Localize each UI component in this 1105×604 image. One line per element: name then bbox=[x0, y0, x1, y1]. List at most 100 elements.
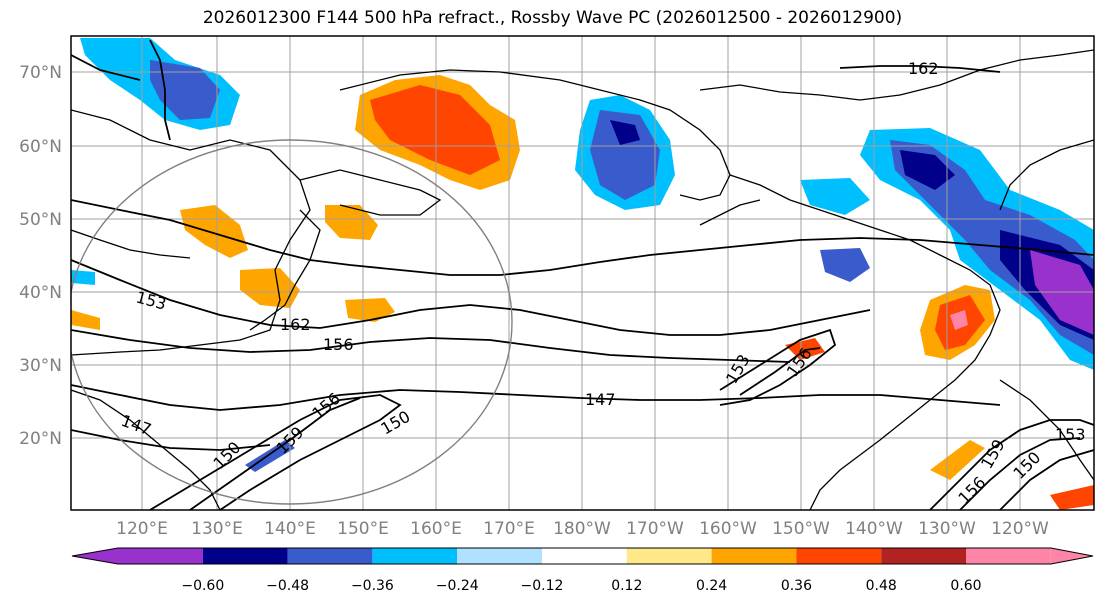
lat-label: 50°N bbox=[19, 210, 62, 230]
positive-anomaly-region bbox=[1050, 485, 1094, 510]
contour-line bbox=[149, 394, 402, 510]
colorbar-tick: −0.60 bbox=[181, 578, 224, 594]
lon-label: 130°W bbox=[918, 519, 976, 539]
colorbar-outline bbox=[71, 547, 1094, 565]
negative-anomaly-region bbox=[900, 150, 955, 190]
contour-line bbox=[71, 199, 1094, 276]
colorbar-tick: −0.24 bbox=[436, 578, 479, 594]
positive-anomaly-region bbox=[370, 85, 500, 175]
lat-label: 20°N bbox=[19, 429, 62, 449]
negative-anomaly-region bbox=[610, 120, 640, 145]
negative-anomaly-region bbox=[820, 248, 870, 282]
colorbar-extend-max bbox=[1050, 548, 1093, 564]
negative-anomaly-region bbox=[150, 60, 220, 120]
positive-anomaly-region bbox=[950, 310, 968, 330]
colorbar-tick: −0.12 bbox=[521, 578, 564, 594]
map-frame bbox=[70, 35, 1095, 511]
colorbar-tick: −0.36 bbox=[351, 578, 394, 594]
contour-label: 153 bbox=[1055, 425, 1086, 444]
colorbar-segment bbox=[966, 548, 1051, 564]
colorbar-segment bbox=[118, 548, 203, 564]
colorbar-segments bbox=[118, 548, 1051, 564]
colorbar: −0.60 −0.48 −0.36 −0.24 −0.12 0.12 0.24 … bbox=[71, 547, 1094, 594]
colorbar-segment bbox=[542, 548, 627, 564]
contour-line bbox=[71, 429, 271, 451]
japan-coastline bbox=[249, 209, 321, 331]
contour-layer bbox=[71, 39, 1094, 510]
colorbar-tick: 0.48 bbox=[866, 578, 897, 594]
map-title: 2026012300 F144 500 hPa refract., Rossby… bbox=[202, 8, 903, 28]
mexico-coastline bbox=[999, 379, 1094, 481]
lon-label: 160°E bbox=[410, 519, 462, 539]
contour-line bbox=[71, 329, 791, 363]
colorbar-segment bbox=[626, 548, 712, 564]
latitude-labels: 70°N 60°N 50°N 40°N 30°N 20°N bbox=[19, 63, 62, 449]
lon-label: 120°W bbox=[991, 519, 1049, 539]
colorbar-segment bbox=[457, 548, 542, 564]
lat-label: 30°N bbox=[19, 356, 62, 376]
lon-label: 130°E bbox=[191, 519, 243, 539]
longitude-labels: 120°E 130°E 140°E 150°E 160°E 170°E 180°… bbox=[116, 519, 1049, 539]
negative-anomaly-region bbox=[245, 440, 295, 472]
colorbar-ticks: −0.60 −0.48 −0.36 −0.24 −0.12 0.12 0.24 … bbox=[181, 578, 981, 594]
contour-line bbox=[929, 419, 1094, 510]
lon-label: 140°E bbox=[264, 519, 316, 539]
contour-label: 156 bbox=[323, 335, 354, 354]
contour-line bbox=[719, 328, 837, 406]
lon-label: 150°E bbox=[337, 519, 389, 539]
contour-label: 162 bbox=[908, 59, 939, 78]
colorbar-segment bbox=[796, 548, 882, 564]
contour-label: 162 bbox=[280, 315, 311, 334]
kamchatka-coastline bbox=[299, 169, 442, 216]
coastlines bbox=[71, 49, 1094, 510]
map-area: 162 156 147 153 150 159 156 153 150 156 … bbox=[71, 36, 1094, 510]
colorbar-tick: 0.36 bbox=[781, 578, 812, 594]
lat-label: 70°N bbox=[19, 63, 62, 83]
contour-line bbox=[71, 259, 871, 336]
shading-layer bbox=[71, 38, 1094, 510]
contour-line bbox=[959, 437, 1081, 510]
lat-label: 40°N bbox=[19, 283, 62, 303]
colorbar-segment bbox=[372, 548, 458, 564]
contour-line bbox=[739, 347, 821, 396]
lon-label: 150°W bbox=[772, 519, 830, 539]
canada-coastline bbox=[999, 139, 1094, 211]
colorbar-extend-min bbox=[72, 548, 118, 564]
negative-anomaly-region bbox=[71, 270, 95, 285]
colorbar-segment bbox=[287, 548, 373, 564]
colorbar-tick: 0.24 bbox=[696, 578, 727, 594]
rossby-wave-circle bbox=[71, 139, 513, 505]
colorbar-segment bbox=[711, 548, 797, 564]
lat-label: 60°N bbox=[19, 137, 62, 157]
positive-anomaly-region bbox=[930, 440, 985, 480]
positive-anomaly-region bbox=[71, 310, 100, 330]
negative-anomaly-region bbox=[590, 110, 660, 200]
arctic-coastline bbox=[699, 49, 1094, 101]
lon-label: 140°W bbox=[845, 519, 903, 539]
lon-label: 120°E bbox=[116, 519, 168, 539]
aleutian-islands bbox=[699, 199, 761, 226]
positive-anomaly-region bbox=[325, 205, 378, 240]
lon-label: 180°W bbox=[553, 519, 611, 539]
southeast-asia-coastline bbox=[71, 389, 221, 510]
positive-anomaly-region bbox=[240, 268, 300, 308]
north-america-coastline bbox=[729, 174, 1001, 510]
negative-anomaly-region bbox=[800, 178, 870, 215]
graticule bbox=[71, 36, 1094, 510]
contour-line bbox=[149, 39, 171, 141]
china-coastline bbox=[71, 229, 191, 259]
contour-line bbox=[71, 384, 1001, 411]
colorbar-segment bbox=[202, 548, 288, 564]
colorbar-tick: 0.60 bbox=[950, 578, 981, 594]
contour-line bbox=[839, 65, 1001, 73]
positive-anomaly-region bbox=[345, 298, 395, 322]
colorbar-tick: −0.48 bbox=[266, 578, 309, 594]
lon-label: 160°W bbox=[699, 519, 757, 539]
lon-label: 170°W bbox=[626, 519, 684, 539]
contour-line bbox=[71, 54, 141, 81]
colorbar-tick: 0.12 bbox=[611, 578, 642, 594]
contour-line bbox=[999, 449, 1094, 510]
siberia-coastline bbox=[339, 69, 731, 201]
lon-label: 170°E bbox=[483, 519, 535, 539]
